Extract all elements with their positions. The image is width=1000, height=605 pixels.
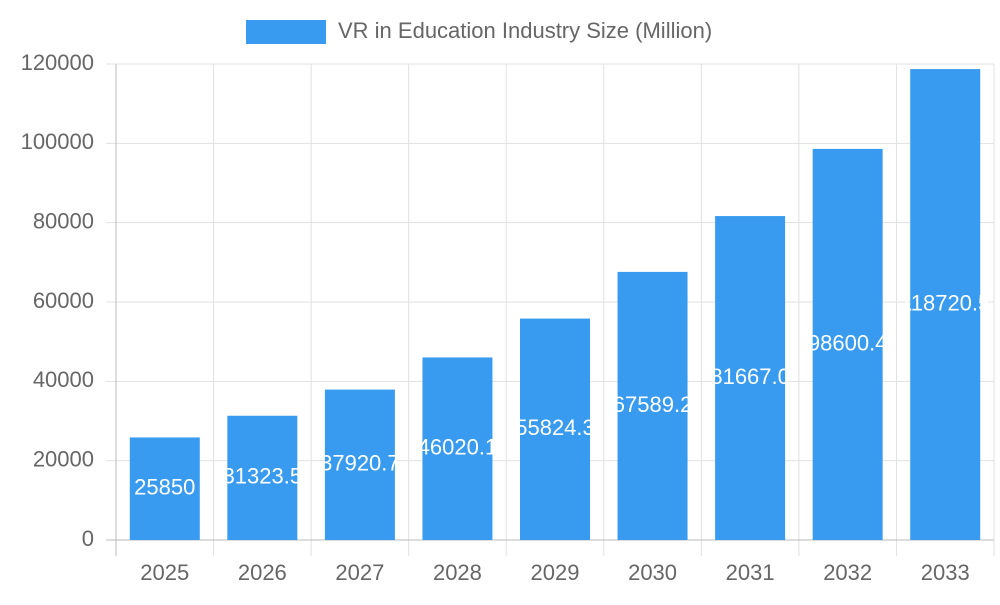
data-label: 81667.0 bbox=[710, 364, 790, 389]
x-tick-label: 2025 bbox=[140, 560, 189, 585]
x-tick-label: 2030 bbox=[628, 560, 677, 585]
y-tick-label: 120000 bbox=[21, 50, 94, 75]
data-label: 37920.7 bbox=[320, 451, 400, 476]
x-tick-label: 2033 bbox=[921, 560, 970, 585]
x-tick-label: 2031 bbox=[726, 560, 775, 585]
y-tick-label: 40000 bbox=[33, 367, 94, 392]
bar bbox=[422, 357, 493, 540]
data-label: 98600.4 bbox=[808, 330, 888, 355]
data-label: 25850 bbox=[134, 475, 195, 500]
y-tick-label: 80000 bbox=[33, 208, 94, 233]
bar bbox=[227, 415, 298, 540]
legend-swatch[interactable] bbox=[246, 20, 326, 44]
bar bbox=[129, 437, 200, 540]
data-label: 55824.3 bbox=[515, 415, 595, 440]
bar bbox=[324, 389, 395, 540]
x-tick-label: 2028 bbox=[433, 560, 482, 585]
y-tick-label: 0 bbox=[82, 526, 94, 551]
x-tick-label: 2032 bbox=[823, 560, 872, 585]
y-tick-label: 60000 bbox=[33, 288, 94, 313]
bar bbox=[812, 148, 883, 541]
data-label: 118720.5 bbox=[900, 290, 990, 315]
data-label: 46020.1 bbox=[418, 435, 498, 460]
legend-label[interactable]: VR in Education Industry Size (Million) bbox=[338, 18, 712, 43]
x-tick-label: 2027 bbox=[335, 560, 384, 585]
bar bbox=[617, 271, 688, 540]
bar bbox=[715, 216, 786, 540]
bar bbox=[910, 69, 981, 540]
y-tick-label: 20000 bbox=[33, 446, 94, 471]
data-label: 67589.2 bbox=[613, 392, 693, 417]
bar bbox=[520, 318, 590, 540]
x-tick-label: 2029 bbox=[531, 560, 580, 585]
x-tick-label: 2026 bbox=[238, 560, 287, 585]
data-label: 31323.5 bbox=[223, 464, 303, 489]
y-tick-label: 100000 bbox=[21, 129, 94, 154]
